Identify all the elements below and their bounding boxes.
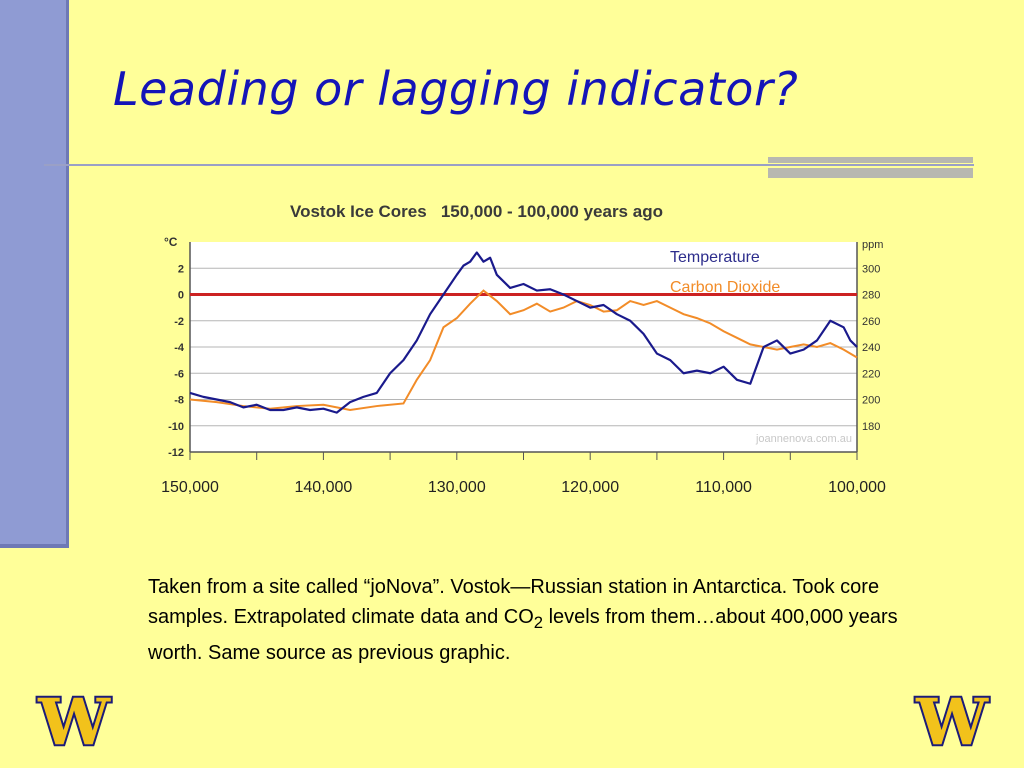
decorative-sidebar bbox=[0, 0, 68, 546]
logo-letter-right: W bbox=[915, 692, 989, 754]
x-tick-label: 130,000 bbox=[428, 479, 486, 496]
y-left-tick-label: -12 bbox=[168, 447, 184, 459]
divider-accent-bottom bbox=[768, 168, 973, 178]
y-right-tick-label: 240 bbox=[862, 342, 880, 354]
logo-letter-left: W bbox=[37, 692, 111, 754]
y-right-tick-label: 200 bbox=[862, 395, 880, 407]
y-left-tick-label: -6 bbox=[174, 368, 184, 380]
y-right-axis-label: ppm bbox=[862, 239, 883, 251]
y-right-tick-label: 180 bbox=[862, 421, 880, 433]
x-tick-label: 120,000 bbox=[561, 479, 619, 496]
temperature-series-line bbox=[189, 251, 858, 414]
caption-subscript: 2 bbox=[533, 613, 544, 632]
y-left-tick-label: -4 bbox=[174, 342, 185, 354]
vostok-chart: Vostok Ice Cores 150,000 - 100,000 years… bbox=[161, 202, 886, 496]
legend-temperature: Temperature bbox=[670, 249, 760, 266]
x-tick-label: 150,000 bbox=[161, 479, 219, 496]
chart-watermark: joannenova.com.au bbox=[755, 433, 852, 445]
y-right-tick-label: 220 bbox=[862, 368, 880, 380]
slide-title: Leading or lagging indicator? bbox=[113, 62, 799, 116]
w-logo-left: W bbox=[35, 692, 113, 754]
y-left-tick-label: 0 bbox=[178, 290, 184, 302]
x-tick-label: 110,000 bbox=[695, 479, 752, 496]
y-left-tick-label: -2 bbox=[174, 316, 184, 328]
x-tick-label: 100,000 bbox=[828, 479, 886, 496]
legend-carbon-dioxide: Carbon Dioxide bbox=[670, 279, 780, 296]
y-left-tick-label: -10 bbox=[168, 421, 184, 433]
caption-text-1: Taken from a site called “joNova”. Vosto… bbox=[148, 576, 880, 628]
y-right-tick-label: 280 bbox=[862, 290, 880, 302]
chart-title: Vostok Ice Cores 150,000 - 100,000 years… bbox=[290, 202, 663, 221]
y-right-tick-label: 300 bbox=[862, 263, 880, 275]
sidebar-edge bbox=[66, 0, 69, 548]
caption-text-2: levels from them…about 400,000 years wor… bbox=[148, 606, 898, 664]
x-tick-label: 140,000 bbox=[294, 479, 352, 496]
sidebar-bottom-edge bbox=[0, 544, 69, 548]
divider-accent-top bbox=[768, 157, 973, 163]
title-divider bbox=[44, 164, 974, 166]
w-logo-right: W bbox=[913, 692, 991, 754]
y-left-tick-label: 2 bbox=[178, 263, 184, 275]
y-left-tick-label: -8 bbox=[174, 395, 184, 407]
slide-caption: Taken from a site called “joNova”. Vosto… bbox=[148, 572, 928, 668]
y-left-axis-label: °C bbox=[164, 235, 178, 249]
y-right-tick-label: 260 bbox=[862, 316, 880, 328]
